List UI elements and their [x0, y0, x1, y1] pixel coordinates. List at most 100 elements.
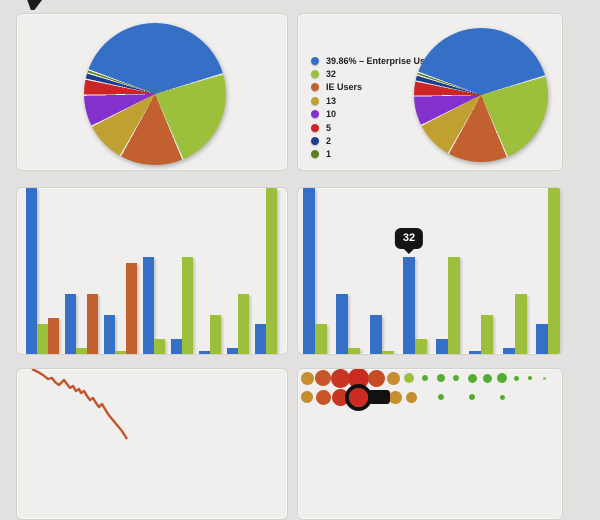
bar-blue[interactable] [65, 293, 76, 354]
bar-green[interactable] [481, 314, 494, 354]
bar-green[interactable] [448, 257, 461, 354]
bar-blue[interactable] [402, 257, 415, 354]
bar-blue[interactable] [303, 188, 315, 354]
bar-group [303, 188, 327, 354]
legend-swatch-icon [311, 123, 319, 132]
legend-label: IE Users [326, 82, 363, 93]
line-chart[interactable] [17, 369, 287, 519]
bubble-dot[interactable] [438, 394, 444, 400]
bubble-dot[interactable] [437, 374, 445, 382]
bar-green[interactable] [547, 188, 560, 354]
bubble-dot[interactable] [422, 375, 428, 381]
bar-green[interactable] [414, 338, 427, 354]
legend-swatch-icon [311, 96, 319, 105]
panel-bar-two-series: 32 [297, 187, 563, 355]
bar-green[interactable] [266, 188, 277, 354]
legend-label: 2 [326, 136, 332, 147]
bubble-dot[interactable] [301, 391, 313, 403]
bar-group [171, 188, 193, 354]
legend-item: 5 [311, 121, 439, 134]
bar-tooltip: 32 [394, 228, 424, 249]
bubble-dot[interactable] [469, 394, 475, 400]
bar-green[interactable] [76, 347, 87, 354]
bubble-dot[interactable] [528, 376, 532, 380]
bar-blue[interactable] [255, 323, 266, 354]
legend-item: 2 [311, 134, 439, 147]
bubble-dot[interactable] [542, 376, 546, 380]
bubble-dot[interactable] [404, 373, 414, 383]
bubble-dot[interactable] [386, 371, 400, 385]
bar-blue[interactable] [26, 188, 37, 354]
bubble-chart[interactable] [298, 369, 562, 519]
bubble-dot[interactable] [453, 375, 459, 381]
bar-green[interactable] [182, 257, 193, 354]
legend-label: 10 [326, 109, 337, 120]
bubble-dot[interactable] [300, 371, 314, 385]
legend-swatch-icon [311, 150, 319, 159]
bubble-dot[interactable] [347, 369, 369, 389]
bubble-dot[interactable] [497, 373, 507, 383]
bar-blue[interactable] [369, 314, 382, 354]
legend-item: 13 [311, 94, 439, 107]
bubble-dot[interactable] [330, 369, 350, 388]
bar-blue[interactable] [199, 350, 210, 354]
bar-blue[interactable] [469, 350, 482, 354]
line-series[interactable] [31, 369, 129, 440]
bubble-dot[interactable] [499, 394, 505, 400]
bar-group [65, 188, 98, 354]
bar-green[interactable] [381, 350, 394, 354]
bar-green[interactable] [154, 338, 165, 354]
bar-chart[interactable] [17, 188, 287, 354]
bar-green[interactable] [315, 323, 327, 354]
legend-item: 32 [311, 67, 439, 80]
legend-label: 13 [326, 95, 337, 106]
bar-orange[interactable] [126, 263, 137, 354]
bar-green[interactable] [37, 323, 48, 354]
bar-green[interactable] [210, 314, 221, 354]
bar-blue[interactable] [535, 323, 548, 354]
legend-swatch-icon [311, 83, 319, 92]
legend-label: 32 [326, 69, 337, 80]
page-title-fragment [27, 0, 42, 10]
bubble-dot[interactable] [367, 369, 385, 387]
bar-blue[interactable] [171, 338, 182, 354]
bar-blue[interactable] [227, 347, 238, 354]
bar-green[interactable] [238, 293, 249, 354]
bar-green[interactable] [348, 347, 361, 354]
bar-blue[interactable] [436, 338, 449, 354]
bubble-dot[interactable] [467, 373, 477, 383]
pie-chart[interactable] [84, 23, 226, 165]
bubble-dot[interactable] [482, 373, 492, 383]
bubble-dot[interactable] [315, 370, 331, 386]
bar-group [535, 188, 560, 354]
bubble-dot[interactable] [388, 390, 402, 404]
bar-green[interactable] [115, 350, 126, 354]
bar-group [227, 188, 249, 354]
bar-group [369, 188, 394, 354]
bar-group [104, 188, 137, 354]
bar-blue[interactable] [104, 314, 115, 354]
pie-chart[interactable] [414, 28, 548, 162]
bar-orange[interactable] [87, 293, 98, 354]
bar-group [26, 188, 59, 354]
legend-swatch-icon [311, 70, 319, 79]
legend-item: 10 [311, 108, 439, 121]
bar-group [336, 188, 361, 354]
legend-label: 1 [326, 149, 332, 160]
bar-orange[interactable] [48, 317, 59, 354]
bar-chart[interactable]: 32 [298, 188, 562, 354]
bar-blue[interactable] [336, 293, 349, 354]
bar-group [199, 188, 221, 354]
bar-blue[interactable] [502, 347, 515, 354]
legend-swatch-icon [311, 110, 319, 119]
bar-blue[interactable] [143, 257, 154, 354]
bubble-dot[interactable] [315, 389, 331, 405]
panel-bar-three-series [16, 187, 288, 355]
legend-label: 39.86% – Enterprise Users [326, 55, 439, 66]
highlight-cursor-icon [368, 390, 390, 404]
bubble-dot[interactable] [513, 375, 519, 381]
bar-green[interactable] [514, 293, 527, 354]
panel-line-chart [16, 368, 288, 520]
bubble-dot[interactable] [405, 391, 417, 403]
legend-swatch-icon [311, 56, 319, 65]
